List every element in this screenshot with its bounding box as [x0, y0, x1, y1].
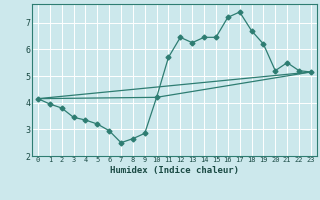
X-axis label: Humidex (Indice chaleur): Humidex (Indice chaleur) — [110, 166, 239, 175]
